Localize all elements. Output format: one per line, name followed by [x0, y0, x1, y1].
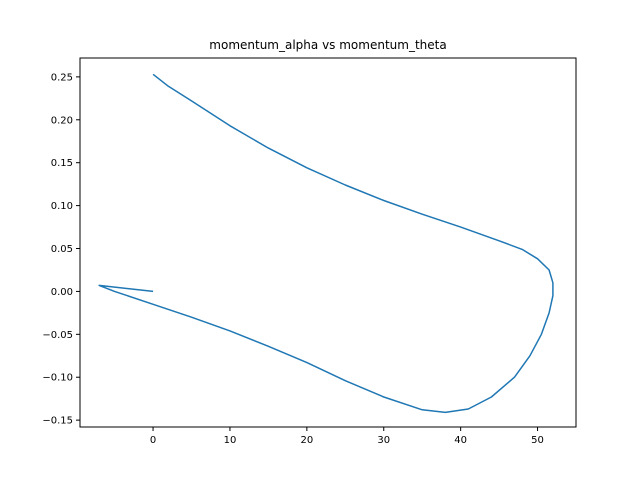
- y-tick-label: 0.10: [51, 201, 73, 212]
- chart-title: momentum_alpha vs momentum_theta: [209, 38, 446, 52]
- y-tick-label: 0.00: [51, 287, 73, 298]
- x-tick-label: 30: [377, 435, 390, 446]
- y-tick-label: −0.15: [42, 416, 73, 427]
- y-tick-label: 0.20: [51, 115, 73, 126]
- y-tick-label: 0.25: [51, 72, 73, 83]
- y-tick-label: −0.05: [42, 330, 73, 341]
- x-tick-label: 10: [224, 435, 237, 446]
- series-line-0: [98, 73, 554, 414]
- x-tick-label: 0: [150, 435, 156, 446]
- y-tick-label: 0.15: [51, 158, 73, 169]
- x-tick-label: 50: [531, 435, 544, 446]
- x-tick-label: 40: [454, 435, 467, 446]
- y-tick-label: −0.10: [42, 373, 73, 384]
- y-tick-label: 0.05: [51, 244, 73, 255]
- x-tick-label: 20: [300, 435, 313, 446]
- axes-frame: [79, 57, 577, 428]
